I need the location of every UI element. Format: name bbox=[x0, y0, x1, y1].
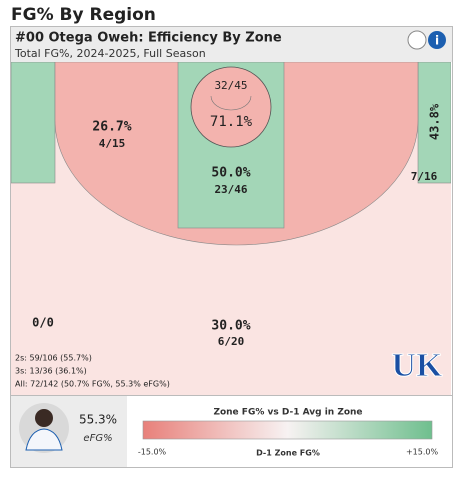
player-efg-label: eFG% bbox=[83, 433, 112, 444]
info-button[interactable] bbox=[428, 31, 446, 49]
hoop-arc bbox=[210, 95, 252, 111]
legend-gradient bbox=[142, 420, 433, 440]
legend-min: -15.0% bbox=[138, 448, 167, 457]
zone-pct: 43.8% bbox=[428, 103, 442, 140]
toggle-button[interactable] bbox=[407, 30, 427, 50]
stat-line: 2s: 59/106 (55.7%) bbox=[15, 354, 92, 363]
zone-made: 7/16 bbox=[411, 170, 438, 183]
legend-title: Zone FG% vs D-1 Avg in Zone bbox=[213, 408, 362, 418]
zone-made: 4/15 bbox=[99, 137, 126, 150]
card-subtitle: Total FG%, 2024-2025, Full Season bbox=[14, 47, 206, 60]
zone-pct: 50.0% bbox=[211, 166, 250, 181]
zone-right-corner bbox=[417, 62, 451, 184]
zone-made: 6/20 bbox=[218, 335, 245, 348]
team-logo: UK bbox=[392, 347, 444, 384]
info-icon: i bbox=[435, 34, 439, 48]
player-photo-jersey bbox=[25, 428, 63, 451]
player-efg-value: 55.3% bbox=[79, 413, 117, 427]
zone-pct: 71.1% bbox=[210, 114, 253, 130]
zone-restricted bbox=[190, 66, 272, 148]
court bbox=[11, 62, 451, 395]
zone-made: 32/45 bbox=[214, 79, 247, 92]
card-header bbox=[11, 27, 452, 62]
zone-pct: 26.7% bbox=[92, 120, 131, 135]
stat-line: All: 72/142 (50.7% FG%, 55.3% eFG%) bbox=[15, 380, 170, 389]
zone-pct: 30.0% bbox=[211, 319, 250, 334]
stat-line: 3s: 13/36 (36.1%) bbox=[15, 367, 87, 376]
legend-axis: D-1 Zone FG% bbox=[256, 449, 320, 458]
zone-made: 0/0 bbox=[32, 316, 54, 330]
page-title: FG% By Region bbox=[11, 5, 156, 25]
zone-left-corner bbox=[11, 62, 56, 184]
zone-made: 23/46 bbox=[214, 183, 247, 196]
player-photo-head bbox=[35, 409, 53, 427]
legend-max: +15.0% bbox=[406, 448, 439, 457]
card-title: #00 Otega Oweh: Efficiency By Zone bbox=[15, 31, 282, 46]
